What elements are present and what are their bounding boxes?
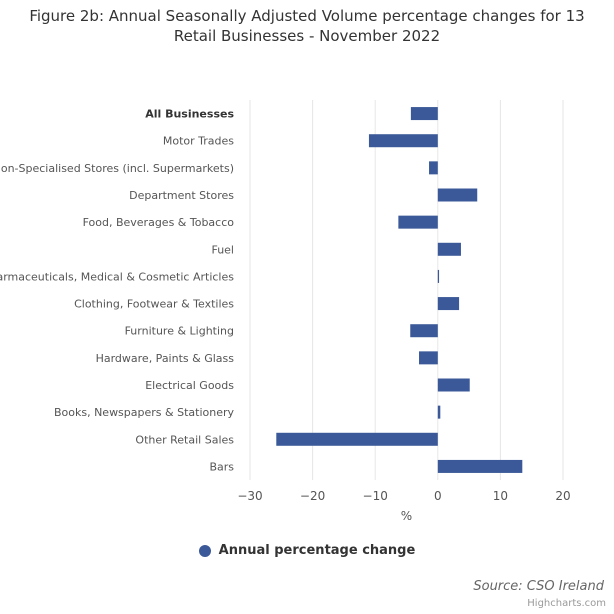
- category-label: Department Stores: [129, 189, 234, 202]
- bar[interactable]: [437, 269, 440, 283]
- category-label: Food, Beverages & Tobacco: [83, 216, 235, 229]
- bar[interactable]: [437, 405, 441, 419]
- bar[interactable]: [410, 324, 438, 338]
- x-tick-label: −30: [237, 489, 262, 503]
- category-label: Fuel: [211, 243, 234, 256]
- bar[interactable]: [368, 134, 438, 148]
- legend[interactable]: Annual percentage change: [0, 543, 614, 558]
- x-tick-label: 0: [434, 489, 442, 503]
- x-tick-label: −20: [300, 489, 325, 503]
- category-label: Motor Trades: [163, 135, 234, 148]
- source-credit: Source: CSO Ireland: [473, 579, 604, 594]
- category-label: Bars: [209, 460, 234, 473]
- x-axis-title: %: [401, 509, 412, 523]
- legend-marker-icon: [198, 544, 211, 557]
- chart-title-line2: Retail Businesses - November 2022: [173, 27, 441, 45]
- chart-title: Figure 2b: Annual Seasonally Adjusted Vo…: [0, 6, 614, 46]
- bar[interactable]: [419, 351, 438, 365]
- category-label: Non-Specialised Stores (incl. Supermarke…: [0, 162, 234, 175]
- bars: [276, 107, 523, 473]
- bar[interactable]: [276, 432, 438, 446]
- x-tick-label: 10: [493, 489, 508, 503]
- bar[interactable]: [429, 161, 438, 175]
- bar[interactable]: [437, 459, 523, 473]
- x-axis-ticks: −30 −20 −10 0 10 20: [237, 489, 570, 503]
- x-tick-label: −10: [363, 489, 388, 503]
- category-label: All Businesses: [145, 108, 234, 121]
- category-label: Furniture & Lighting: [125, 325, 234, 338]
- bar[interactable]: [410, 107, 438, 121]
- category-label: Electrical Goods: [145, 379, 234, 392]
- bar[interactable]: [437, 188, 478, 202]
- bar[interactable]: [437, 297, 460, 311]
- chart-title-line1: Figure 2b: Annual Seasonally Adjusted Vo…: [29, 7, 585, 25]
- bar[interactable]: [437, 242, 461, 256]
- highcharts-credit-link[interactable]: Highcharts.com: [527, 598, 606, 609]
- category-label: Pharmaceuticals, Medical & Cosmetic Arti…: [0, 270, 234, 283]
- category-label: Hardware, Paints & Glass: [96, 352, 235, 365]
- category-label: Books, Newspapers & Stationery: [54, 406, 235, 419]
- grid-lines: [249, 100, 564, 480]
- legend-label: Annual percentage change: [218, 543, 416, 558]
- bar[interactable]: [437, 378, 470, 392]
- category-label: Other Retail Sales: [135, 433, 234, 446]
- category-label: Clothing, Footwear & Textiles: [74, 298, 234, 311]
- category-labels: All Businesses Motor Trades Non-Specialise…: [0, 108, 234, 474]
- bar[interactable]: [398, 215, 438, 229]
- x-tick-label: 20: [555, 489, 570, 503]
